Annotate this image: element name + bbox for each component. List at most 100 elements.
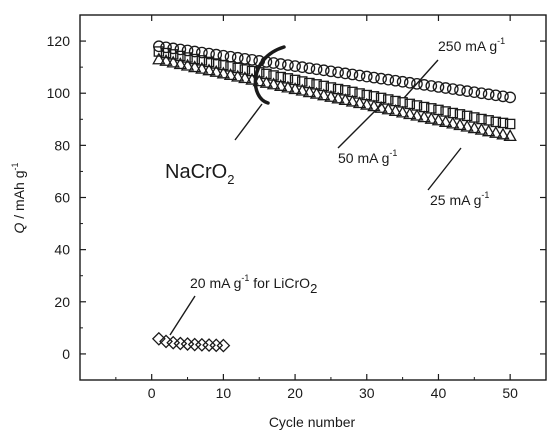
y-tick-label: 100 (47, 85, 71, 101)
data-point-square (175, 50, 186, 62)
data-point-circle (403, 76, 416, 89)
data-point-circle (274, 58, 287, 70)
data-point-circle (346, 68, 359, 81)
data-point-circle (310, 63, 323, 76)
data-point-triangle (209, 64, 223, 77)
annotation-50-leader (337, 103, 383, 149)
data-point-triangle (367, 99, 381, 112)
data-point-square (225, 61, 236, 72)
data-point-circle (425, 80, 438, 92)
data-point-triangle (438, 114, 453, 127)
data-point-circle (353, 69, 366, 82)
x-tick-label: 0 (148, 385, 156, 401)
data-point-triangle (324, 89, 338, 102)
data-point-triangle (295, 83, 309, 96)
data-point-square (268, 70, 279, 81)
data-point-square (182, 52, 193, 63)
data-point-triangle (388, 104, 403, 116)
data-point-triangle (231, 69, 245, 82)
data-point-square (189, 53, 200, 65)
x-axis-title: Cycle number (269, 414, 356, 430)
data-point-triangle (166, 55, 180, 68)
data-point-circle (468, 86, 481, 99)
data-point-triangle (195, 61, 209, 74)
data-point-circle (325, 65, 337, 78)
data-point-triangle (345, 94, 360, 107)
data-point-circle (461, 85, 473, 97)
annotation-25-leader (427, 147, 462, 191)
data-point-triangle (503, 129, 517, 142)
data-point-circle (246, 53, 258, 66)
data-point-square (153, 46, 165, 57)
data-point-triangle (431, 113, 446, 126)
data-point-triangle (238, 71, 252, 84)
x-tick-label: 30 (359, 385, 375, 401)
data-point-triangle (187, 60, 202, 73)
series-s20li (151, 331, 231, 353)
data-point-circle (303, 62, 316, 75)
data-point-square (203, 56, 215, 68)
data-point-circle (203, 47, 215, 60)
data-point-triangle (496, 127, 510, 140)
annotation-licro2-leader (169, 295, 196, 336)
data-point-square (239, 64, 251, 75)
data-point-square (160, 47, 172, 59)
data-point-square (196, 55, 208, 66)
data-point-triangle (417, 110, 431, 123)
data-point-triangle (410, 108, 424, 121)
data-point-circle (389, 74, 402, 87)
data-point-triangle (202, 63, 216, 76)
data-point-triangle (216, 66, 231, 79)
data-point-circle (504, 91, 517, 104)
data-point-triangle (467, 121, 482, 134)
data-point-triangle (381, 102, 395, 115)
data-point-circle (296, 61, 309, 73)
data-point-triangle (360, 97, 374, 110)
data-point-circle (181, 44, 194, 57)
data-point-triangle (446, 116, 460, 129)
data-point-triangle (152, 52, 166, 65)
data-point-square (232, 62, 243, 74)
annotation-leaders (169, 45, 462, 336)
data-point-triangle (403, 107, 417, 120)
x-tick-label: 40 (431, 385, 447, 401)
y-tick-label: 60 (54, 190, 70, 206)
data-point-triangle (474, 122, 489, 135)
data-point-triangle (453, 118, 467, 131)
data-point-circle (332, 66, 344, 79)
data-point-triangle (274, 78, 288, 91)
data-point-circle (497, 90, 509, 103)
data-point-circle (454, 84, 466, 96)
data-point-circle (368, 71, 380, 84)
data-point-triangle (331, 91, 345, 104)
data-point-circle (489, 89, 502, 102)
data-point-triangle (395, 105, 410, 118)
data-point-diamond (151, 331, 166, 346)
data-point-triangle (259, 75, 274, 88)
data-series (151, 40, 517, 353)
data-point-circle (360, 70, 373, 83)
data-point-circle (375, 72, 387, 85)
data-point-circle (210, 48, 223, 61)
annotation-50-label: 50 mA g-1 (338, 148, 397, 166)
data-point-circle (239, 52, 251, 65)
data-point-square (261, 68, 272, 80)
data-point-circle (267, 57, 280, 69)
data-point-square (210, 58, 222, 69)
y-axis-title-symbol: Q (11, 223, 27, 234)
y-tick-label: 40 (54, 242, 70, 258)
data-point-triangle (338, 93, 352, 106)
annotation-licro2-label: 20 mA g-1 for LiCrO2 (190, 273, 317, 296)
data-point-circle (439, 82, 452, 94)
annotation-nacro2-label: NaCrO2 (165, 161, 234, 187)
axis-ticks: 0 10 20 30 40 50 0 20 40 60 80 100 120 (47, 14, 547, 401)
y-tick-label: 20 (54, 294, 70, 310)
data-point-circle (432, 81, 445, 93)
data-point-triangle (481, 124, 496, 137)
annotation-250-label: 250 mA g-1 (438, 36, 505, 54)
y-tick-label: 0 (62, 346, 70, 362)
data-point-circle (446, 83, 459, 95)
data-point-circle (475, 87, 488, 100)
data-point-circle (339, 67, 352, 80)
